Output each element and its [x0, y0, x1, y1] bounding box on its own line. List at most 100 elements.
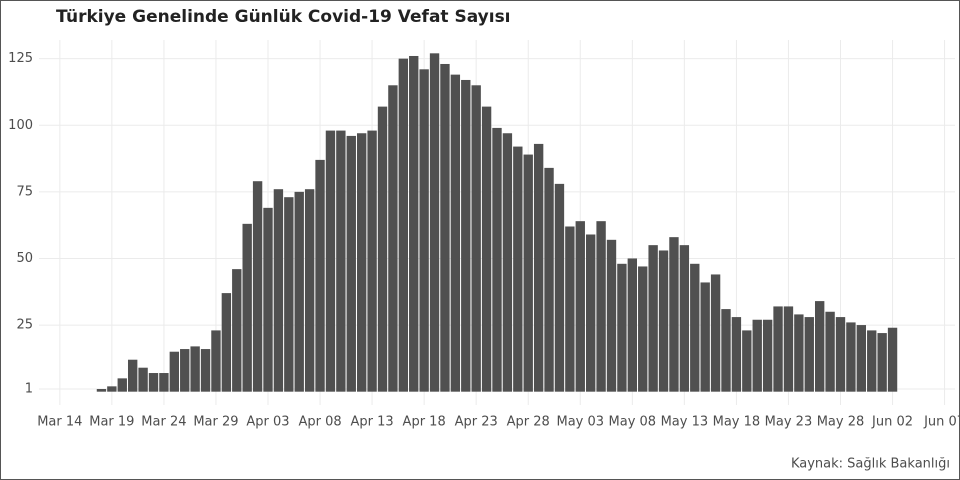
- bar: [585, 234, 596, 392]
- bar: [700, 282, 710, 392]
- bar: [294, 191, 304, 392]
- bar: [648, 245, 658, 392]
- bar: [773, 306, 783, 392]
- x-tick-label: Apr 18: [403, 415, 446, 430]
- bar: [284, 197, 294, 392]
- bar: [263, 207, 273, 392]
- x-tick-label: Apr 23: [455, 415, 498, 430]
- x-tick-label: Mar 24: [141, 415, 186, 430]
- bar: [575, 221, 585, 392]
- bar: [690, 263, 700, 392]
- bar: [159, 373, 169, 392]
- bar: [846, 322, 856, 392]
- bar: [762, 319, 773, 392]
- bar: [190, 346, 200, 392]
- bar: [336, 130, 346, 392]
- bar: [877, 333, 887, 392]
- bar: [252, 181, 263, 392]
- bar: [544, 167, 554, 392]
- bar: [721, 309, 731, 392]
- bar: [617, 263, 627, 392]
- bar: [315, 159, 325, 392]
- bar: [440, 63, 450, 392]
- bar: [502, 133, 513, 392]
- x-tick-label: May 18: [713, 415, 761, 430]
- bar: [867, 330, 877, 392]
- bar: [180, 349, 190, 392]
- y-tick-label: 125: [8, 51, 33, 66]
- caption: Kaynak: Sağlık Bakanlığı: [791, 457, 950, 472]
- bar: [856, 325, 867, 392]
- bar: [138, 367, 148, 392]
- bar: [554, 183, 565, 392]
- bar: [742, 330, 752, 392]
- bar: [887, 327, 898, 392]
- x-tick-label: Mar 14: [37, 415, 82, 430]
- bar: [169, 351, 180, 392]
- x-tick-label: May 03: [556, 415, 604, 430]
- bar: [835, 317, 846, 392]
- bar: [731, 317, 742, 392]
- bar: [273, 189, 284, 392]
- bar: [325, 130, 336, 392]
- bar: [450, 74, 461, 392]
- bar: [814, 301, 825, 392]
- bar: [471, 85, 481, 392]
- bar: [565, 226, 575, 392]
- bar: [419, 69, 429, 392]
- bar: [825, 311, 835, 392]
- bar: [242, 223, 252, 392]
- bar: [638, 266, 648, 392]
- bar: [669, 237, 679, 392]
- bar: [304, 189, 315, 392]
- bar: [232, 269, 242, 392]
- y-tick-label: 100: [8, 118, 33, 133]
- bar: [596, 221, 606, 392]
- x-tick-label: Apr 08: [298, 415, 341, 430]
- bar: [627, 258, 638, 392]
- x-tick-label: May 23: [765, 415, 813, 430]
- bar: [221, 293, 232, 392]
- bar: [367, 130, 377, 392]
- bar: [346, 135, 356, 392]
- bar: [377, 106, 388, 392]
- bar: [783, 306, 794, 392]
- x-tick-label: Jun 07: [923, 415, 960, 430]
- chart-title: Türkiye Genelinde Günlük Covid-19 Vefat …: [56, 7, 511, 27]
- bar: [409, 55, 419, 392]
- bar: [211, 330, 221, 392]
- bar: [429, 53, 440, 392]
- bar: [752, 319, 762, 392]
- x-tick-label: Jun 02: [871, 415, 913, 430]
- bar: [606, 239, 617, 392]
- x-tick-label: May 08: [609, 415, 657, 430]
- x-tick-label: Mar 29: [193, 415, 238, 430]
- bar: [794, 314, 804, 392]
- x-tick-label: May 28: [817, 415, 865, 430]
- bar: [481, 106, 492, 392]
- bar: [96, 389, 107, 392]
- bar: [107, 386, 117, 392]
- x-tick-label: Mar 19: [89, 415, 134, 430]
- bar: [533, 143, 544, 392]
- bar: [398, 58, 409, 392]
- bar: [356, 133, 367, 392]
- bar: [523, 154, 533, 392]
- bar: [513, 146, 523, 392]
- x-tick-label: May 13: [661, 415, 709, 430]
- x-tick-label: Apr 28: [507, 415, 550, 430]
- bar: [804, 317, 814, 392]
- bar: [388, 85, 398, 392]
- bar: [710, 274, 721, 392]
- y-tick-label: 25: [16, 318, 33, 333]
- bar: [461, 79, 471, 392]
- bar: [148, 373, 159, 392]
- bar: [679, 245, 690, 392]
- bar: [127, 359, 138, 392]
- x-tick-label: Apr 03: [246, 415, 289, 430]
- y-tick-label: 50: [16, 251, 33, 266]
- bar: [658, 250, 669, 392]
- bar: [200, 349, 211, 392]
- y-tick-label: 75: [16, 184, 33, 199]
- y-tick-label: 1: [25, 382, 33, 397]
